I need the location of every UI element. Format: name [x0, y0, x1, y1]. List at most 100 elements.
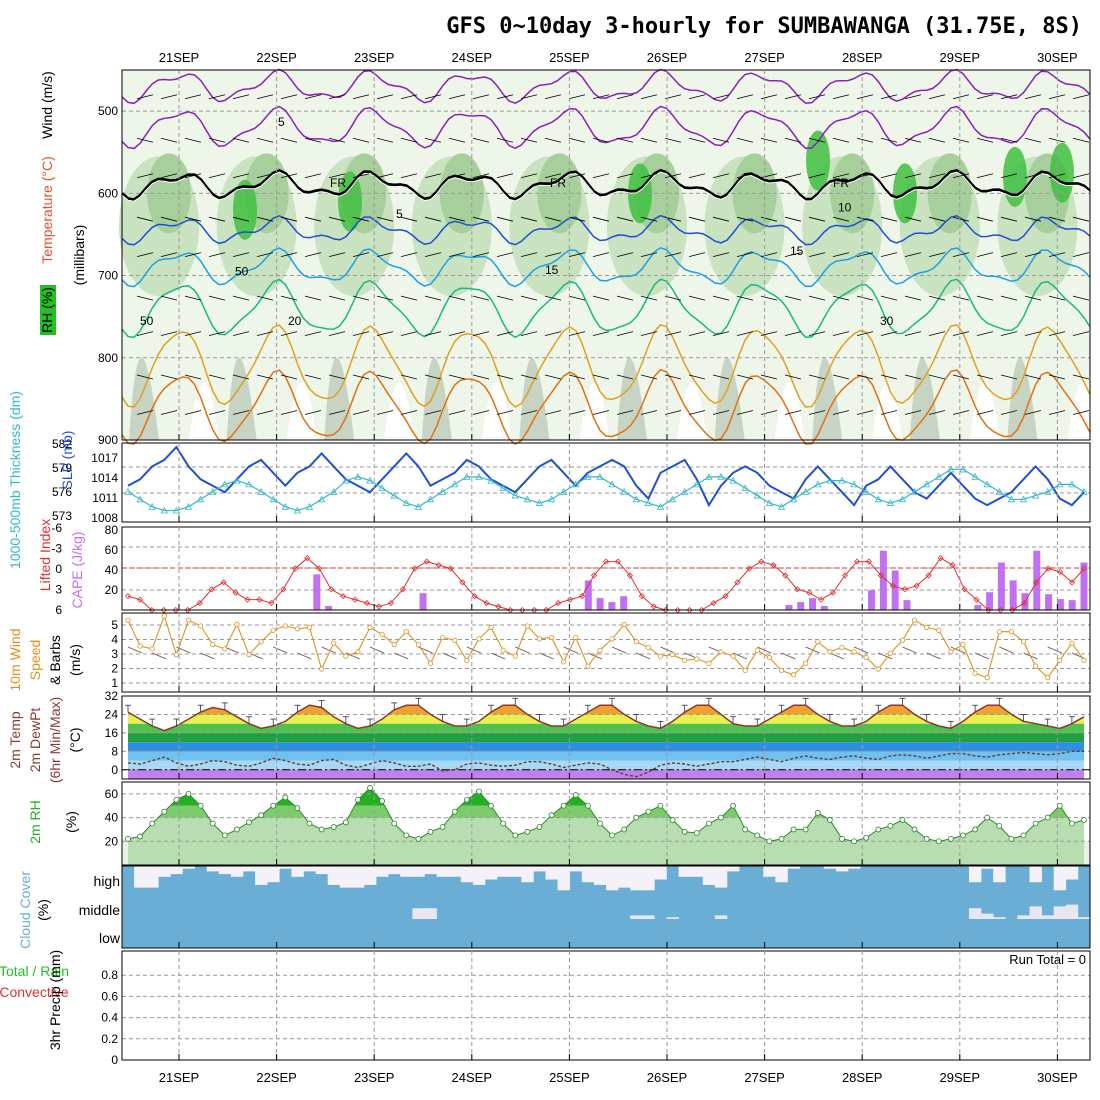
rh2m-marker — [900, 817, 905, 822]
rh2m-marker — [803, 827, 808, 832]
wind10-marker — [755, 648, 759, 652]
rh2m-marker — [271, 803, 276, 808]
cape-tick: 80 — [105, 523, 119, 537]
rh2m-area — [128, 788, 1084, 865]
rh2m-marker — [1021, 833, 1026, 838]
wind-speed-tick: 4 — [111, 633, 118, 647]
cloud-level-label: high — [94, 873, 120, 889]
cape-bar — [903, 600, 910, 610]
rh2m-marker — [174, 797, 179, 802]
cloud-high-gap — [400, 866, 412, 877]
wind10-marker — [271, 628, 275, 632]
cloud-high-gap — [993, 866, 1005, 882]
cloud-high-gap — [376, 866, 388, 877]
temp-tick: 24 — [105, 707, 119, 721]
wind10-label-a: 10m Wind — [7, 628, 23, 691]
rh2m-marker — [864, 835, 869, 840]
cloud-high-gap — [1054, 866, 1066, 890]
rh2m-marker — [355, 797, 360, 802]
run-total: Run Total = 0 — [1009, 952, 1086, 967]
cape-label: CAPE (J/kg) — [69, 531, 85, 608]
rh2m-marker — [198, 803, 203, 808]
date-label-bottom: 30SEP — [1037, 1070, 1077, 1085]
contour-label: 50 — [235, 265, 249, 279]
temp-bands — [122, 696, 1090, 779]
cloud-middle-gap — [412, 908, 424, 919]
wind10-panel: 12345 — [111, 613, 1090, 692]
temp-tick: 32 — [105, 689, 119, 703]
pressure-tick: 600 — [98, 186, 118, 200]
wind10-marker — [816, 640, 820, 644]
wind10-marker — [767, 655, 771, 659]
rh-moist-core — [1003, 147, 1027, 207]
rh2m-marker — [343, 820, 348, 825]
rh2m-marker — [682, 829, 687, 834]
wind10-marker — [344, 654, 348, 658]
left-labels: Wind (m/s) Temperature (°C) RH (%) (mill… — [0, 71, 87, 1050]
cloud-high-gap — [775, 866, 787, 882]
bottom-date-axis: 21SEP 22SEP 23SEP 24SEP 25SEP 26SEP 27SEP 28SEP… — [159, 1070, 1078, 1085]
wind-barb-10m — [902, 647, 916, 653]
rh-label: RH (%) — [39, 287, 55, 333]
contour-label: 10 — [838, 200, 852, 214]
cloud-high-gap — [219, 866, 231, 874]
cloud-high-gap — [570, 866, 582, 871]
rh2m-marker — [1082, 817, 1087, 822]
rh2m-marker — [1057, 803, 1062, 808]
rh2m-marker — [948, 836, 953, 841]
date-label-top: 25SEP — [549, 50, 589, 65]
rh2m-marker — [634, 815, 639, 820]
wind-speed-tick: 5 — [111, 618, 118, 632]
rh2m-marker — [126, 836, 131, 841]
wind10-marker — [561, 660, 565, 664]
upper-air-panel: 5006007008009005FR FR FR5 10151520505030 — [98, 69, 1097, 447]
wind10-marker — [174, 652, 178, 656]
rh2m-marker — [960, 833, 965, 838]
wind10-marker — [900, 638, 904, 642]
cloud-label-b: (%) — [35, 899, 51, 921]
cloud-high-gap — [509, 866, 521, 877]
rh2m-marker — [924, 836, 929, 841]
wind10-marker — [719, 650, 723, 654]
thickness-label: 1000-500mb Thickness (dm) — [7, 391, 23, 569]
temperature-label: Temperature (°C) — [39, 156, 55, 264]
cloud-high-gap — [763, 866, 775, 877]
contour-label: 5 — [396, 207, 403, 221]
wind10-marker — [211, 642, 215, 646]
cloud-middle-gap — [630, 915, 642, 919]
cloud-middle-gap — [1054, 906, 1066, 919]
wind10-marker — [1045, 675, 1049, 679]
rh2m-marker — [452, 809, 457, 814]
wind10-marker — [138, 644, 142, 648]
rh2m-marker — [936, 839, 941, 844]
rh2m-marker — [646, 809, 651, 814]
wind10-marker — [574, 635, 578, 639]
cloud-high-gap — [304, 866, 316, 871]
date-label-top: 28SEP — [842, 50, 882, 65]
precip-label-c: 3hr Precip (mm) — [47, 950, 63, 1050]
date-label-top: 22SEP — [256, 50, 296, 65]
cloud-high-gap — [618, 866, 630, 888]
rh2m-tick: 60 — [105, 787, 119, 801]
wind10-marker — [428, 661, 432, 665]
wind10-marker — [537, 637, 541, 641]
pressure-tick: 800 — [98, 351, 118, 365]
rh2m-marker — [416, 836, 421, 841]
rh2m-marker — [997, 823, 1002, 828]
wind10-marker — [356, 650, 360, 654]
rh2m-marker — [973, 827, 978, 832]
lifted-label: Lifted Index — [37, 519, 53, 591]
cloud-high-gap — [836, 866, 848, 871]
wind10-marker — [380, 632, 384, 636]
rh2m-label-a: 2m RH — [27, 800, 43, 844]
rh2m-marker — [501, 821, 506, 826]
cloud-high-gap — [316, 866, 328, 874]
wind10-marker — [876, 667, 880, 671]
wind10-marker — [973, 671, 977, 675]
cloud-high-gap — [642, 866, 654, 890]
cape-bar — [1069, 600, 1076, 610]
cloud-high-gap — [1066, 866, 1078, 880]
date-label-top: 23SEP — [354, 50, 394, 65]
rh2m-marker — [706, 821, 711, 826]
date-label-bottom: 25SEP — [549, 1070, 589, 1085]
